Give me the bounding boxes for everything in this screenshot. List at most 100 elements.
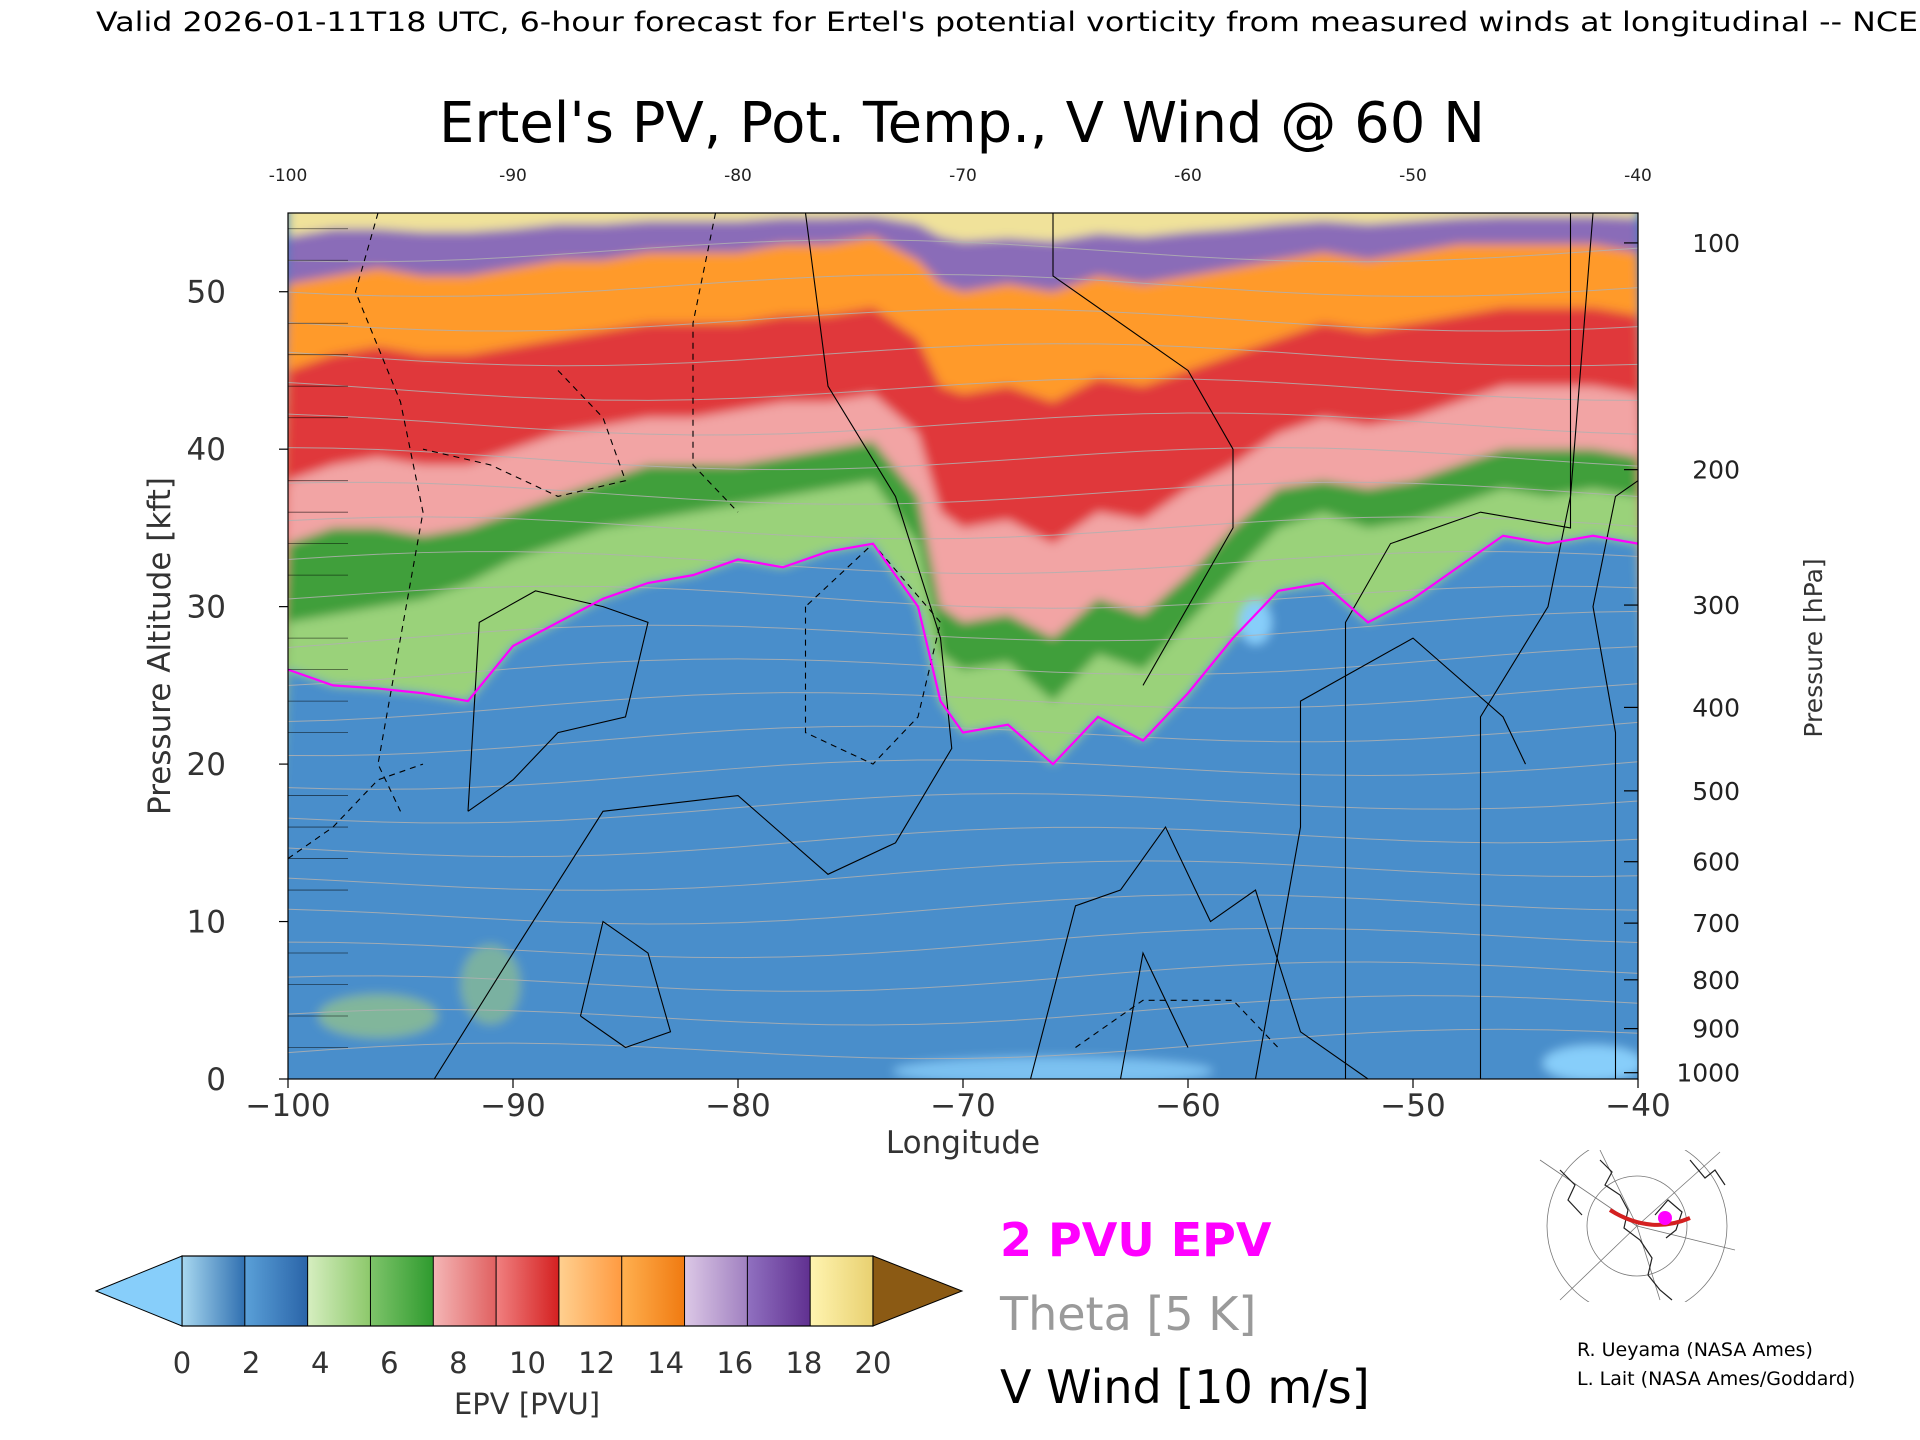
x-tick-label: −50 bbox=[1380, 1088, 1445, 1124]
colorbar-segment bbox=[810, 1256, 874, 1326]
vwind-contour bbox=[433, 213, 953, 1079]
x-tick-label: −100 bbox=[245, 1088, 330, 1124]
top-tick-label: -100 bbox=[269, 166, 308, 186]
legend-vwind: V Wind [10 m/s] bbox=[1000, 1360, 1370, 1414]
x-tick-label: −60 bbox=[1155, 1088, 1220, 1124]
pressure-tick-label: 800 bbox=[1692, 966, 1740, 995]
pressure-tick-label: 200 bbox=[1692, 456, 1740, 485]
theta-contour bbox=[288, 239, 1638, 263]
plot-area bbox=[288, 213, 1638, 1079]
pressure-tick-label: 900 bbox=[1692, 1015, 1740, 1044]
colorbar-tick-label: 4 bbox=[311, 1346, 329, 1380]
pressure-tick-label: 500 bbox=[1692, 777, 1740, 806]
theta-contour bbox=[288, 961, 1638, 992]
colorbar-segment bbox=[558, 1256, 623, 1326]
theta-contour bbox=[288, 377, 1638, 401]
y-axis-right: 100 200 300 400 500 600 700 800 900 1000 bbox=[1624, 229, 1740, 1088]
pressure-tick-label: 700 bbox=[1692, 909, 1740, 938]
top-tick-label: -40 bbox=[1624, 166, 1652, 186]
vwind-contour-negative bbox=[288, 763, 424, 860]
theta-contour bbox=[288, 759, 1638, 790]
top-tick-label: -60 bbox=[1174, 166, 1202, 186]
x-tick-label: −70 bbox=[930, 1088, 995, 1124]
vwind-contour bbox=[579, 920, 672, 1049]
chart-title: Ertel's PV, Pot. Temp., V Wind @ 60 N bbox=[439, 91, 1485, 156]
y-tick-label: 40 bbox=[187, 432, 226, 468]
colorbar-tick-label: 20 bbox=[855, 1346, 892, 1380]
colorbar-tick-label: 8 bbox=[449, 1346, 467, 1380]
colorbar-segment bbox=[621, 1256, 686, 1326]
pressure-tick-label: 1000 bbox=[1676, 1059, 1740, 1088]
x-axis: −100 −90 −80 −70 −60 −50 −40 bbox=[245, 1079, 1671, 1124]
y-tick-label: 0 bbox=[206, 1062, 226, 1098]
colorbar-segment bbox=[433, 1256, 497, 1326]
theta-contour bbox=[288, 343, 1638, 367]
vwind-contour-negative bbox=[354, 213, 424, 812]
theta-contour bbox=[288, 447, 1638, 471]
vwind-contour bbox=[1479, 213, 1594, 1079]
epv-band-blue bbox=[288, 535, 1638, 1079]
theta-contour bbox=[288, 551, 1638, 574]
vwind-contour bbox=[467, 590, 649, 812]
theta-contour bbox=[288, 793, 1638, 824]
x-axis-label: Longitude bbox=[886, 1125, 1040, 1161]
colorbar-over-arrow bbox=[872, 1255, 964, 1327]
y-axis-left-label: Pressure Altitude [kft] bbox=[142, 477, 178, 815]
vwind-contour-negative bbox=[692, 213, 739, 513]
legend: 2 PVU EPV Theta [5 K] V Wind [10 m/s] bbox=[999, 1213, 1370, 1414]
pressure-tick-label: 300 bbox=[1692, 591, 1740, 620]
top-tick-label: -70 bbox=[949, 166, 977, 186]
top-axis: -100 -90 -80 -70 -60 -50 -40 bbox=[269, 166, 1652, 186]
locator-map bbox=[1539, 1150, 1736, 1302]
colorbar-under-arrow bbox=[94, 1255, 183, 1327]
colorbar-segment bbox=[496, 1256, 560, 1326]
vwind-contour bbox=[1344, 213, 1572, 1079]
colorbar-segment bbox=[307, 1256, 371, 1326]
x-tick-label: −40 bbox=[1605, 1088, 1670, 1124]
vwind-contour bbox=[1254, 637, 1526, 1079]
colorbar-segment bbox=[747, 1256, 811, 1326]
theta-contour bbox=[288, 995, 1638, 1026]
theta-contour bbox=[288, 927, 1638, 959]
y-tick-label: 20 bbox=[187, 747, 226, 783]
colorbar-tick-label: 12 bbox=[578, 1346, 615, 1380]
y-tick-label: 30 bbox=[187, 590, 226, 626]
pressure-tick-label: 400 bbox=[1692, 693, 1740, 722]
vwind-contour bbox=[1592, 480, 1638, 1079]
theta-contour bbox=[288, 610, 1638, 649]
theta-contour bbox=[288, 860, 1638, 891]
vwind-contours bbox=[288, 213, 1638, 1079]
legend-theta: Theta [5 K] bbox=[999, 1287, 1256, 1341]
theta-contour bbox=[288, 585, 1638, 609]
theta-contour bbox=[288, 646, 1638, 686]
theta-contour bbox=[288, 308, 1638, 332]
pressure-tick-label: 100 bbox=[1692, 229, 1740, 258]
colorbar-segment bbox=[370, 1256, 434, 1326]
epv-field bbox=[288, 213, 1638, 1079]
x-tick-label: −80 bbox=[705, 1088, 770, 1124]
colorbar-tick-label: 10 bbox=[509, 1346, 546, 1380]
vwind-contour-negative bbox=[422, 370, 627, 497]
theta-contours bbox=[288, 239, 1638, 1060]
colorbar-tick-label: 18 bbox=[785, 1346, 822, 1380]
colorbar-label: EPV [PVU] bbox=[454, 1387, 600, 1421]
top-tick-label: -50 bbox=[1399, 166, 1427, 186]
y-axis-left: 0 10 20 30 40 50 bbox=[187, 228, 348, 1098]
y-tick-label: 50 bbox=[187, 275, 226, 311]
colorbar-tick-label: 14 bbox=[647, 1346, 684, 1380]
colorbar-tick-label: 2 bbox=[242, 1346, 260, 1380]
colorbar-tick-label: 16 bbox=[716, 1346, 753, 1380]
colorbar: 0 2 4 6 8 10 12 14 16 18 20 bbox=[94, 1255, 964, 1380]
theta-contour bbox=[288, 683, 1638, 723]
theta-contour bbox=[288, 273, 1638, 297]
theta-contour bbox=[288, 721, 1638, 757]
vwind-contour bbox=[1052, 213, 1234, 686]
map-location-marker bbox=[1658, 1211, 1672, 1225]
colorbar-segment bbox=[244, 1256, 309, 1326]
colorbar-tick-label: 0 bbox=[173, 1346, 191, 1380]
theta-contour bbox=[288, 412, 1638, 436]
theta-contour bbox=[288, 1028, 1638, 1060]
y-tick-label: 10 bbox=[187, 905, 226, 941]
theta-contour bbox=[288, 516, 1638, 540]
x-tick-label: −90 bbox=[480, 1088, 545, 1124]
